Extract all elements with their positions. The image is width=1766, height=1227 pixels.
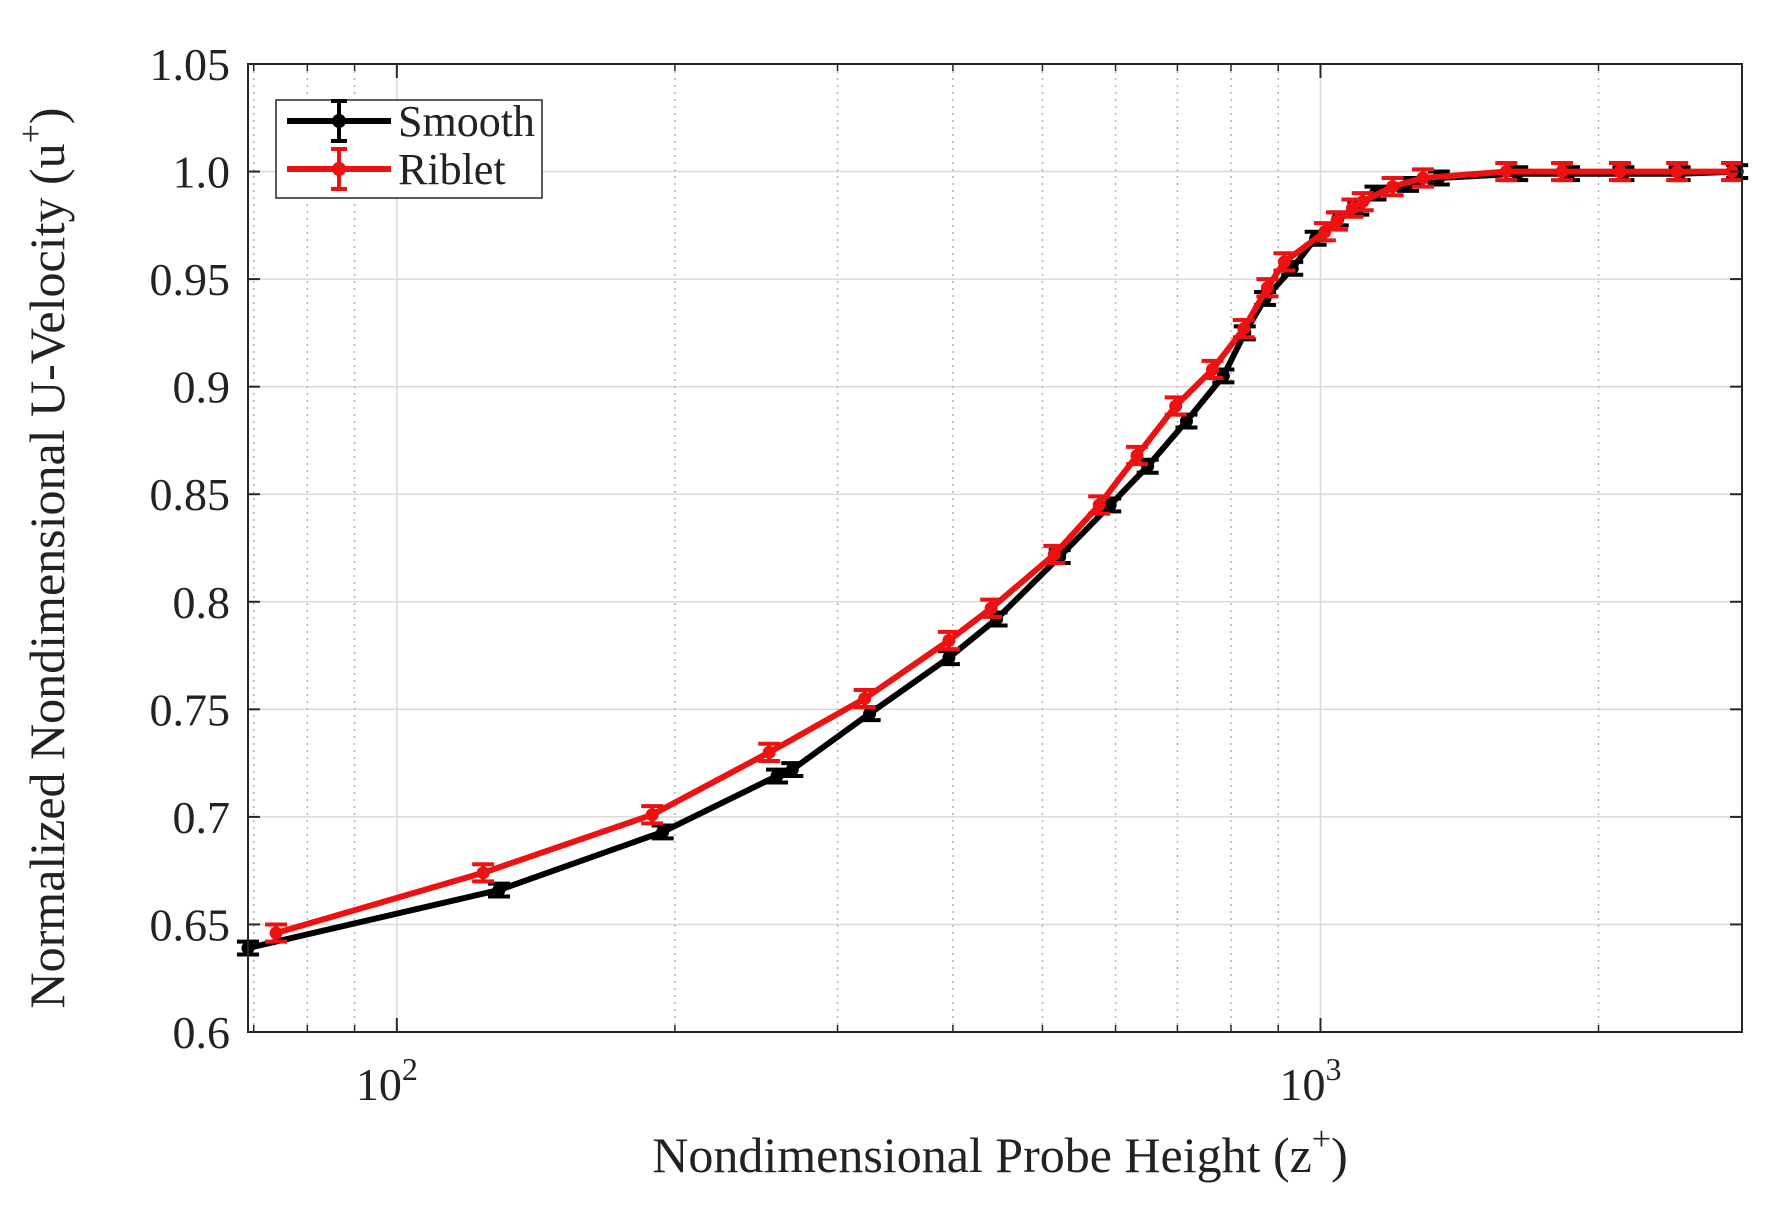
data-point (863, 707, 877, 721)
series-line (275, 168, 1733, 936)
y-tick-label: 1.0 (173, 147, 231, 198)
x-axis-label-superscript: + (1312, 1121, 1331, 1158)
y-tick-label: 0.75 (150, 684, 231, 735)
data-point (1169, 399, 1183, 413)
data-point (1386, 180, 1400, 194)
data-point (1130, 449, 1144, 463)
data-point (1260, 281, 1274, 295)
y-tick-label: 0.6 (173, 1007, 231, 1058)
data-point (645, 808, 659, 822)
plot-area-border (247, 63, 1743, 1033)
data-point (1613, 165, 1627, 179)
data-point (1499, 165, 1513, 179)
y-axis-label-close: ) (19, 108, 75, 125)
data-point (476, 866, 490, 880)
data-point (1318, 225, 1332, 239)
x-axis-label-text: Nondimensional Probe Height (z (652, 1127, 1312, 1183)
legend-entry-riblet: Riblet (287, 145, 506, 194)
series-layer (237, 160, 1749, 957)
y-tick-label: 0.85 (150, 469, 231, 520)
data-point (1237, 322, 1251, 336)
data-point (1216, 369, 1230, 383)
y-tick-label: 0.95 (150, 254, 231, 305)
legend-label: Smooth (398, 97, 535, 146)
x-tick-label: 102 (356, 1051, 418, 1110)
data-point (1670, 165, 1684, 179)
data-point (942, 651, 956, 665)
data-point (492, 883, 506, 897)
data-point (1277, 255, 1291, 269)
y-tick-label: 1.05 (150, 39, 231, 90)
data-point (785, 763, 799, 777)
data-point (1092, 498, 1106, 512)
data-point (1356, 195, 1370, 209)
legend-entry-smooth: Smooth (287, 97, 535, 146)
data-point (770, 769, 784, 783)
y-tick-label: 0.7 (173, 792, 231, 843)
data-point (269, 926, 283, 940)
x-tick-label: 103 (1279, 1051, 1341, 1110)
data-point (656, 825, 670, 839)
axis-ticks (248, 63, 1742, 1033)
data-point (1330, 214, 1344, 228)
legend-marker (332, 114, 346, 128)
y-tick-label: 0.9 (173, 362, 231, 413)
series-riblet (265, 160, 1744, 944)
y-axis-label-text: Normalized Nondimensional U-Velocity (u (19, 143, 75, 1008)
tick-labels: 0.6 0.65 0.7 0.75 0.8 0.85 0.9 0.95 1.0 1.05 102 10… (150, 39, 1342, 1110)
legend-label: Riblet (398, 145, 506, 194)
y-axis-label: Normalized Nondimensional U-Velocity (u+… (13, 108, 75, 1009)
data-point (1206, 362, 1220, 376)
x-axis-label-close: ) (1331, 1127, 1348, 1183)
legend-marker (332, 162, 346, 176)
grid-lines (248, 63, 1742, 1033)
data-point (1555, 165, 1569, 179)
data-point (1047, 547, 1061, 561)
y-axis-label-superscript: + (13, 124, 50, 143)
data-point (1179, 414, 1193, 428)
data-point (1141, 459, 1155, 473)
data-point (858, 692, 872, 706)
y-tick-label: 0.65 (150, 899, 231, 950)
legend-box (275, 99, 543, 199)
data-point (1416, 171, 1430, 185)
y-tick-label: 0.8 (173, 577, 231, 628)
data-point (762, 745, 776, 759)
data-point (942, 633, 956, 647)
data-point (984, 601, 998, 615)
x-axis-label: Nondimensional Probe Height (z+) (652, 1121, 1347, 1183)
